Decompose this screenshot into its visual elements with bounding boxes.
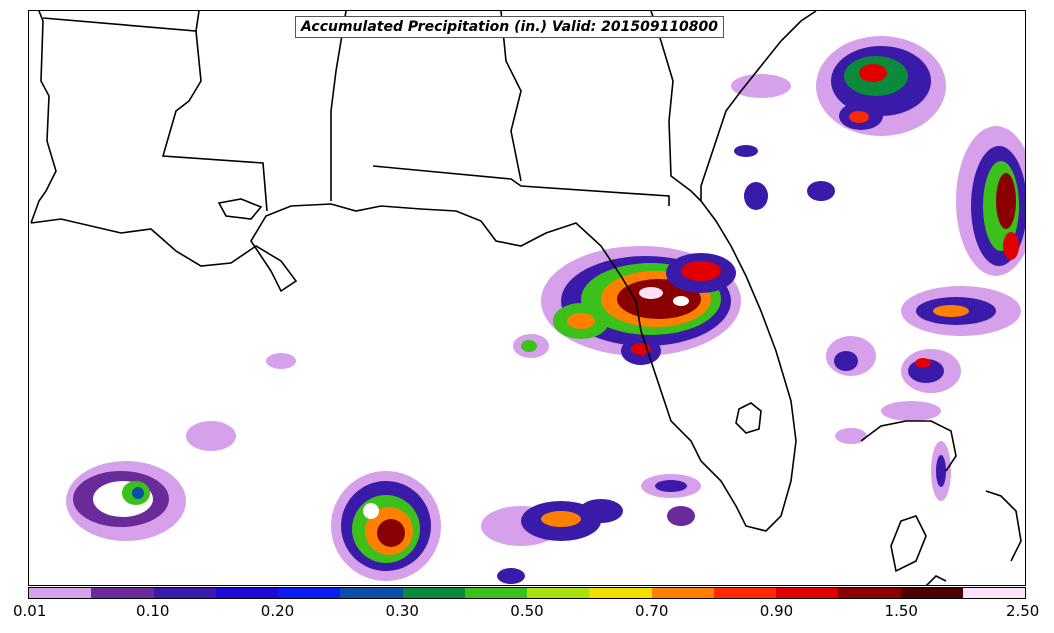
colorbar-segment	[464, 588, 527, 598]
colorbar-segment	[713, 588, 776, 598]
map-title: Accumulated Precipitation (in.) Valid: 2…	[295, 16, 725, 38]
colorbar-segment	[91, 588, 154, 598]
colorbar-segment	[340, 588, 403, 598]
colorbar-segment	[215, 588, 278, 598]
map-boundaries	[30, 11, 1022, 585]
colorbar-segment	[776, 588, 839, 598]
precipitation-field	[66, 36, 1025, 584]
colorbar-tick-label: 2.50	[1005, 602, 1040, 620]
map-frame	[28, 10, 1026, 586]
colorbar-segment	[651, 588, 714, 598]
colorbar-tick-label: 0.20	[260, 602, 295, 620]
colorbar-segment	[29, 588, 92, 598]
colorbar-segment	[838, 588, 901, 598]
colorbar-segment	[278, 588, 341, 598]
precipitation-map	[30, 11, 1025, 585]
colorbar	[28, 587, 1026, 599]
colorbar-segment	[589, 588, 652, 598]
colorbar-segment	[402, 588, 465, 598]
colorbar-segment	[900, 588, 963, 598]
colorbar-tick-label: 0.10	[136, 602, 170, 620]
colorbar-tick-label: 0.30	[385, 602, 419, 620]
colorbar-segment	[962, 588, 1025, 598]
colorbar-tick-label: 0.50	[510, 602, 544, 620]
colorbar-tick-label: 1.50	[884, 602, 918, 620]
colorbar-segment	[153, 588, 216, 598]
colorbar-tick-label: 0.70	[635, 602, 669, 620]
colorbar-segment	[527, 588, 590, 598]
colorbar-tick-label: 0.01	[12, 602, 47, 620]
colorbar-tick-label: 0.90	[759, 602, 794, 620]
